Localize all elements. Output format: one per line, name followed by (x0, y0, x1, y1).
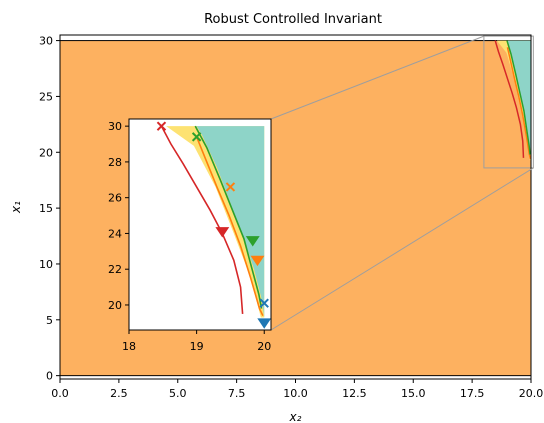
marker-x (225, 182, 236, 192)
x-tick-label: 10.0 (283, 387, 308, 400)
marker-x (191, 132, 202, 142)
inset-series-line-1 (195, 136, 264, 317)
inset-series-line-2 (194, 125, 263, 309)
x-tick-label: 0.0 (51, 387, 69, 400)
inset-y-tick-label: 28 (108, 156, 122, 169)
y-tick-label: 5 (46, 314, 53, 327)
marker-x (156, 121, 167, 131)
inset-x-tick-label: 18 (122, 340, 136, 353)
inset-y-tick-label: 26 (108, 192, 122, 205)
x-axis-label: x₂ (289, 410, 302, 423)
marker-x (259, 298, 269, 308)
zoom-connector-bottom (270, 167, 534, 331)
chart-title: Robust Controlled Invariant (204, 12, 382, 27)
x-tick-label: 7.5 (228, 387, 246, 400)
x-tick-label: 2.5 (110, 387, 128, 400)
x-tick-label: 5.0 (169, 387, 187, 400)
inset-y-tick-label: 24 (108, 227, 122, 240)
inset-y-tick-label: 30 (108, 120, 122, 133)
inset-region-teal (196, 126, 265, 318)
y-tick-label: 25 (39, 90, 53, 103)
y-tick-label: 10 (39, 258, 53, 271)
inset-y-tick-label: 20 (108, 299, 122, 312)
main-series-line-1 (506, 47, 532, 160)
y-tick-label: 20 (39, 146, 53, 159)
x-tick-label: 17.5 (460, 387, 485, 400)
x-tick-label: 15.0 (401, 387, 426, 400)
inset-frame (128, 118, 272, 331)
y-axis-label: x₁ (9, 201, 23, 214)
main-axes: 0.0 2.5 5.0 7.5 10.0 12.5 15.0 17.5 20.0 0 5 10 15 20… (9, 34, 544, 423)
inset-content (160, 125, 265, 318)
main-series-line-0 (494, 40, 525, 158)
zoom-connector-top (270, 35, 485, 120)
y-tick-label: 0 (46, 370, 53, 383)
marker-triangle-down (250, 255, 265, 267)
main-series-line-2 (506, 40, 531, 155)
marker-triangle-down (215, 227, 230, 238)
x-tick-label: 20.0 (519, 387, 544, 400)
zoom-rectangle (483, 35, 534, 169)
inset-x-tick-label: 20 (257, 340, 271, 353)
x-tick-label: 12.5 (342, 387, 367, 400)
main-region-teal (507, 40, 531, 161)
y-tick-label: 15 (39, 202, 53, 215)
inset-y-tick-label: 22 (108, 263, 122, 276)
marker-triangle-down (257, 318, 272, 329)
inset-axes: 18 19 20 20 22 24 26 28 30 (108, 35, 534, 353)
inset-series-line-0 (160, 125, 244, 314)
y-tick-label: 30 (39, 35, 53, 48)
marker-triangle-down (245, 236, 260, 247)
inset-x-tick-label: 19 (190, 340, 204, 353)
